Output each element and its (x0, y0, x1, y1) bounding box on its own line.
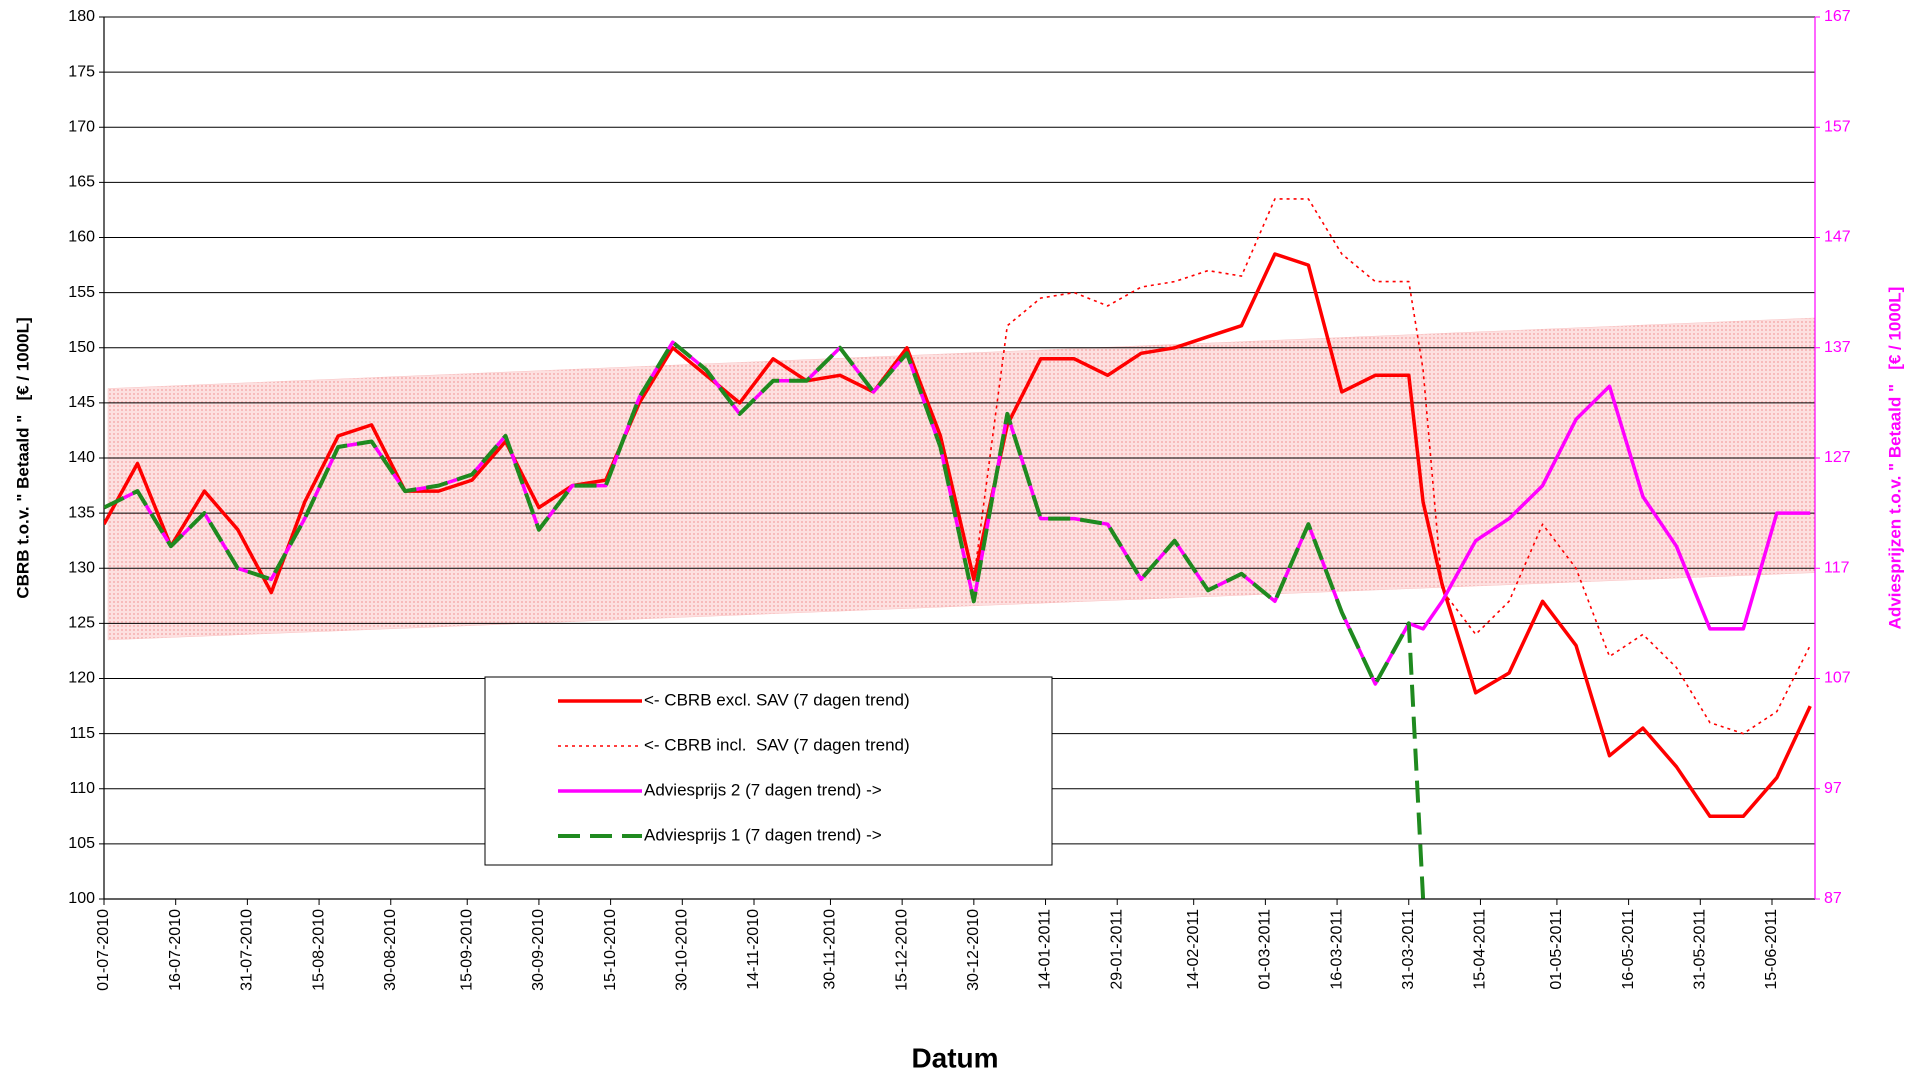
y2-tick-label: 107 (1824, 670, 1851, 687)
x-tick-label: 15-10-2010 (602, 909, 619, 991)
legend-label: <- CBRB incl. SAV (7 dagen trend) (644, 735, 910, 754)
legend-box (484, 676, 1053, 866)
x-tick-label: 15-12-2010 (893, 909, 910, 991)
x-tick-label: 30-12-2010 (965, 909, 982, 991)
y2-tick-label: 147 (1824, 229, 1851, 246)
y-tick-label: 175 (68, 63, 95, 80)
x-tick-label: 01-05-2011 (1548, 909, 1565, 990)
x-tick-label: 30-10-2010 (674, 909, 691, 991)
y2-tick-label: 167 (1824, 8, 1851, 25)
x-tick-label: 29-01-2011 (1108, 909, 1125, 990)
x-tick-label: 01-03-2011 (1257, 909, 1274, 990)
y2-tick-label: 157 (1824, 118, 1851, 135)
x-tick-label: 15-08-2010 (310, 909, 327, 991)
y2-tick-label: 137 (1824, 339, 1851, 356)
series-line (104, 340, 1426, 899)
y-tick-label: 180 (68, 8, 95, 25)
y-tick-label: 110 (69, 780, 95, 797)
x-tick-label: 30-09-2010 (530, 909, 547, 991)
x-tick-label: 15-09-2010 (458, 909, 475, 991)
x-tick-label: 14-01-2011 (1037, 909, 1054, 990)
y-tick-label: 130 (68, 559, 95, 576)
y-tick-label: 135 (68, 504, 95, 521)
y-tick-label: 105 (68, 835, 95, 852)
x-tick-label: 16-07-2010 (167, 909, 184, 991)
x-tick-label: 31-03-2011 (1400, 909, 1417, 990)
y-tick-label: 170 (68, 118, 95, 135)
y2-axis-title: Adviesprijzen t.o.v. " Betaald " [€ / 10… (1885, 287, 1904, 630)
legend-label: Adviesprijs 1 (7 dagen trend) -> (644, 825, 882, 844)
y-tick-label: 140 (68, 449, 95, 466)
series-line (104, 198, 1811, 735)
y2-tick-label: 127 (1824, 449, 1851, 466)
y-tick-label: 115 (69, 725, 95, 742)
plot-lines (104, 198, 1812, 899)
x-tick-label: 16-03-2011 (1328, 909, 1345, 990)
legend-label: <- CBRB excl. SAV (7 dagen trend) (644, 690, 910, 709)
y2-tick-label: 87 (1824, 890, 1842, 907)
y-tick-label: 145 (68, 394, 95, 411)
x-tick-label: 14-11-2010 (745, 909, 762, 990)
x-tick-label: 14-02-2011 (1185, 909, 1202, 990)
x-axis-title: Datum (911, 1042, 998, 1073)
y-tick-label: 100 (68, 890, 95, 907)
x-tick-label: 30-08-2010 (382, 909, 399, 991)
legend-label: Adviesprijs 2 (7 dagen trend) -> (644, 780, 882, 799)
y2-tick-label: 117 (1824, 559, 1850, 576)
y-tick-label: 160 (68, 229, 95, 246)
x-tick-label: 01-07-2010 (95, 909, 112, 991)
x-tick-label: 15-06-2011 (1763, 909, 1780, 990)
y-tick-label: 125 (68, 615, 95, 632)
x-tick-label: 31-07-2010 (239, 909, 256, 991)
y-tick-label: 165 (68, 174, 95, 191)
x-tick-label: 15-04-2011 (1472, 909, 1489, 990)
y-axis-title: CBRB t.o.v. " Betaald " [€ / 1000L] (13, 317, 32, 598)
y2-tick-label: 97 (1824, 780, 1842, 797)
y-tick-label: 155 (68, 284, 95, 301)
y-tick-label: 120 (68, 670, 95, 687)
x-tick-label: 30-11-2010 (822, 909, 839, 990)
trend-band (107, 317, 1816, 641)
x-tick-label: 31-05-2011 (1692, 909, 1709, 990)
x-tick-label: 16-05-2011 (1620, 909, 1637, 990)
y-tick-label: 150 (68, 339, 95, 356)
